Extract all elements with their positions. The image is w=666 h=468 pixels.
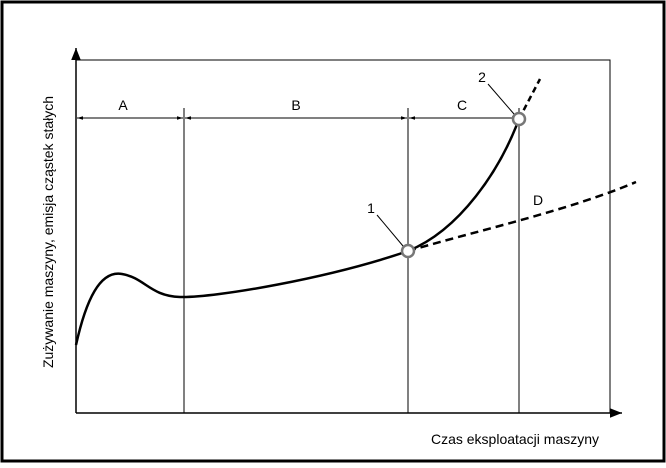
point-label: 2 [478, 69, 486, 85]
point-marker [400, 243, 416, 259]
region-label: C [457, 97, 467, 113]
wear-curve-steep [407, 118, 521, 253]
curve-d [407, 180, 637, 253]
point-label: 1 [367, 200, 375, 216]
extrapolation [517, 78, 542, 120]
region-label: B [291, 97, 300, 113]
x-axis-label: Czas eksploatacji maszyny [431, 431, 599, 447]
leader-line [487, 83, 515, 115]
plot-box [76, 59, 611, 413]
phase-dividers [183, 108, 520, 413]
y-axis-label: Zużywanie maszyny, emisja cząstek stałyc… [40, 96, 56, 368]
curve-label: D [533, 192, 543, 208]
wear-curve [74, 249, 409, 346]
leader-line [376, 214, 404, 247]
point-marker [511, 111, 527, 127]
region-label: A [118, 97, 128, 113]
